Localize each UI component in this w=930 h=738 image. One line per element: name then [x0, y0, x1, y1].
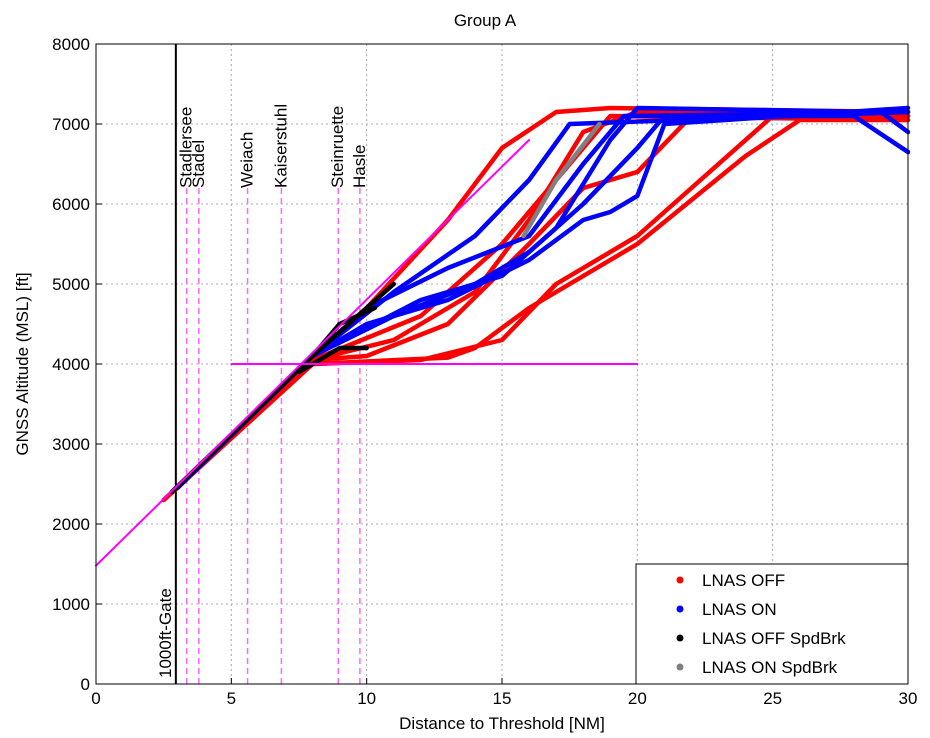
x-tick-label: 5: [227, 689, 236, 708]
waypoint-label: Steinruette: [328, 106, 347, 188]
trajectory: [521, 121, 602, 239]
x-tick-label: 0: [91, 689, 100, 708]
legend-label: LNAS OFF: [702, 571, 785, 590]
y-tick-label: 5000: [52, 275, 90, 294]
waypoint-label: Kaiserstuhl: [271, 104, 290, 188]
y-tick-label: 8000: [52, 35, 90, 54]
plot-frame: [95, 43, 909, 685]
gate-label: 1000ft-Gate: [156, 588, 175, 678]
legend-label: LNAS ON SpdBrk: [702, 658, 838, 677]
legend-marker: [676, 576, 684, 584]
y-tick-label: 7000: [52, 115, 90, 134]
trajectory: [161, 113, 911, 503]
y-tick-label: 2000: [52, 515, 90, 534]
y-tick-label: 6000: [52, 195, 90, 214]
trajectory: [310, 105, 911, 359]
x-tick-label: 25: [763, 689, 782, 708]
y-tick-label: 4000: [52, 355, 90, 374]
x-tick-label: 10: [357, 689, 376, 708]
legend-label: LNAS OFF SpdBrk: [702, 629, 846, 648]
x-axis-label: Distance to Threshold [NM]: [399, 714, 605, 733]
y-axis-label: GNSS Altitude (MSL) [ft]: [13, 272, 32, 455]
waypoint-label: Stadel: [189, 140, 208, 188]
reference-line: [95, 139, 531, 567]
y-tick-label: 3000: [52, 435, 90, 454]
x-tick-label: 15: [493, 689, 512, 708]
trajectory: [174, 113, 911, 491]
waypoint-label: Weiach: [238, 132, 257, 188]
trajectory: [174, 113, 911, 491]
legend-marker: [676, 634, 684, 642]
waypoint-label: Hasle: [350, 145, 369, 188]
waypoint-label: Stadlersee: [177, 107, 196, 188]
x-tick-label: 30: [899, 689, 918, 708]
legend-marker: [676, 605, 684, 613]
legend-marker: [676, 663, 684, 671]
trajectory: [169, 281, 396, 495]
legend-label: LNAS ON: [702, 600, 777, 619]
x-tick-label: 20: [628, 689, 647, 708]
y-tick-label: 0: [81, 675, 90, 694]
chart-title: Group A: [454, 11, 517, 30]
y-tick-label: 1000: [52, 595, 90, 614]
